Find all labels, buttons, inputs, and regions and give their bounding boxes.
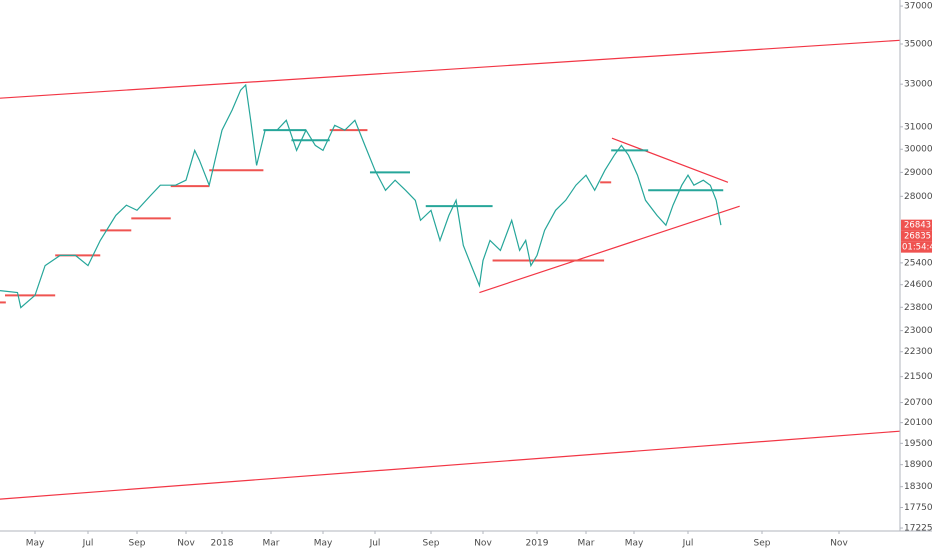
y-tick-label: 19500 — [904, 439, 932, 449]
x-tick-label: 2018 — [211, 539, 234, 549]
countdown-tag — [901, 241, 932, 253]
y-tick-label: 21500 — [904, 372, 932, 382]
x-tick-label: Sep — [754, 539, 771, 549]
y-tick-label: 20100 — [904, 418, 932, 428]
y-tick-label: 22300 — [904, 347, 932, 357]
y-tick-label: 37000 — [904, 2, 932, 12]
y-tick-label: 29000 — [904, 168, 932, 178]
price-axis-panel — [900, 0, 932, 550]
y-tick-label: 18900 — [904, 460, 932, 470]
x-tick-label: Jul — [82, 539, 94, 549]
countdown-label: 01:54:45 — [902, 243, 932, 253]
price-tag — [901, 219, 932, 231]
y-tick-label: 25400 — [904, 258, 932, 268]
trendline — [0, 430, 901, 500]
x-tick-label: Nov — [830, 539, 848, 549]
price-line — [0, 83, 722, 309]
x-tick-label: Jul — [682, 539, 694, 549]
y-tick-label: 23800 — [904, 303, 932, 313]
x-tick-label: May — [625, 539, 644, 549]
time-axis-panel — [0, 531, 932, 550]
y-tick-label: 24600 — [904, 280, 932, 290]
y-tick-label: 18300 — [904, 482, 932, 492]
trendline — [0, 39, 901, 99]
x-tick-label: Mar — [578, 539, 595, 549]
trendline — [479, 205, 740, 294]
y-tick-label: 17225 — [904, 524, 932, 534]
x-tick-label: Jul — [369, 539, 381, 549]
price-tag-label: 26843 — [904, 221, 931, 231]
y-tick-label: 33000 — [904, 80, 932, 90]
y-tick-label: 20700 — [904, 398, 932, 408]
y-tick-label: 23000 — [904, 326, 932, 336]
x-tick-label: May — [26, 539, 45, 549]
trendline — [611, 137, 729, 183]
y-tick-label: 17750 — [904, 503, 932, 513]
price-tag-label: 26835 — [904, 232, 931, 242]
axes: 37000 35000 33000 31000 30000 29000 28000 25400… — [26, 2, 932, 549]
y-tick-label: 35000 — [904, 39, 932, 49]
x-tick-label: Nov — [177, 539, 195, 549]
x-tick-label: 2019 — [526, 539, 549, 549]
x-tick-label: Nov — [474, 539, 492, 549]
price-tag — [901, 230, 932, 242]
x-tick-label: Sep — [129, 539, 146, 549]
x-tick-label: Mar — [263, 539, 280, 549]
x-tick-label: May — [314, 539, 333, 549]
y-tick-label: 30000 — [904, 145, 932, 155]
y-tick-label: 31000 — [904, 122, 932, 132]
x-tick-label: Sep — [423, 539, 440, 549]
y-tick-label: 28000 — [904, 192, 932, 202]
plot-area — [0, 39, 901, 500]
